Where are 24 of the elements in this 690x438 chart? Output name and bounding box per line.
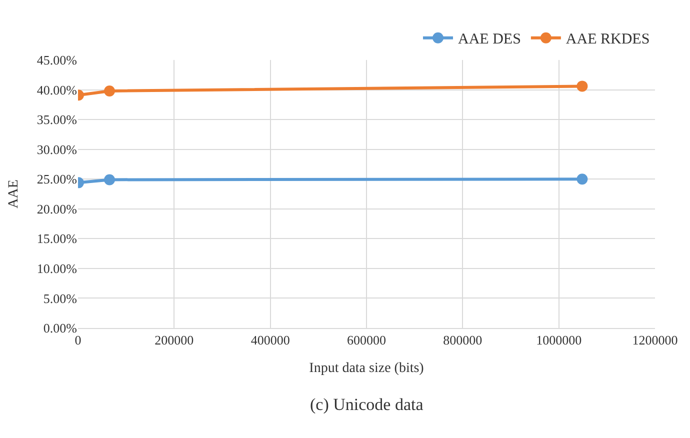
x-tick-label: 200000 [154, 332, 194, 348]
x-tick-label: 400000 [250, 332, 290, 348]
y-tick-label: 5.00% [43, 290, 78, 306]
legend-label: AAE DES [458, 32, 521, 48]
x-tick-label: 600000 [347, 332, 386, 348]
y-tick-label: 10.00% [36, 260, 78, 276]
x-tick-label: 1000000 [536, 332, 582, 348]
x-tick-label: 800000 [443, 332, 482, 348]
y-axis-title: AAE [6, 180, 22, 208]
y-tick-label: 30.00% [36, 142, 78, 157]
y-tick-label: 0.00% [43, 320, 78, 336]
x-tick-label: 1200000 [632, 332, 678, 348]
point [576, 80, 588, 92]
y-tick-label: 40.00% [36, 82, 78, 98]
x-axis-title: Input data size (bits) [309, 360, 424, 376]
y-tick-label: 25.00% [36, 172, 78, 187]
point [576, 174, 588, 185]
y-tick-label: 35.00% [36, 112, 78, 128]
x-tick-label: 0 [74, 332, 82, 348]
y-tick-label: 45.00% [36, 52, 78, 68]
y-tick-label: 20.00% [36, 201, 78, 216]
y-tick-label: 15.00% [36, 231, 78, 246]
legend-label: AAE RKDES [566, 32, 650, 48]
text: (c) Unicode data [310, 395, 424, 414]
